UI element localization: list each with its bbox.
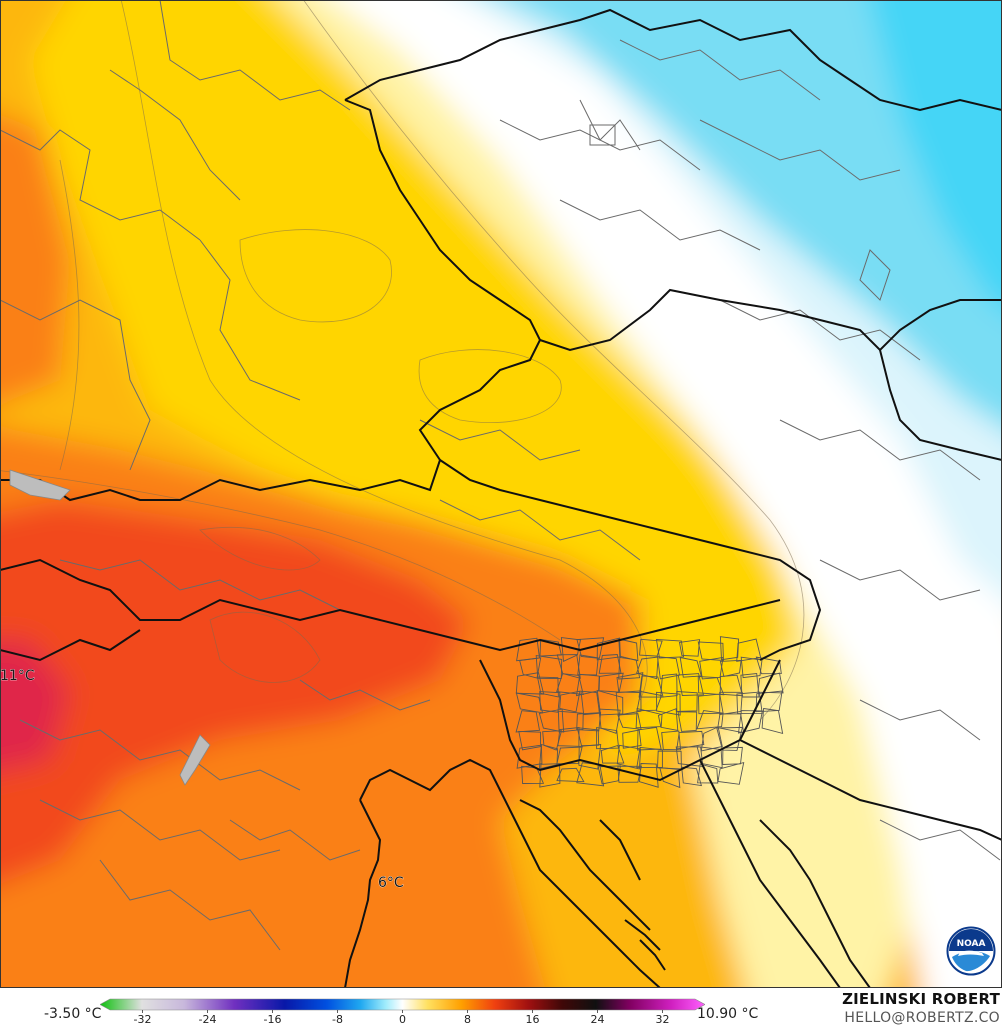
municipal-cell	[740, 673, 760, 698]
colorbar-tick-label: 24	[591, 1013, 605, 1024]
municipal-cell	[719, 674, 744, 697]
municipal-cell	[719, 659, 742, 677]
municipal-cell	[636, 690, 663, 712]
municipal-borders	[515, 636, 784, 789]
municipal-cell	[557, 710, 584, 733]
noaa-logo-icon: NOAA	[946, 926, 996, 976]
municipal-cell	[538, 708, 565, 733]
municipal-cell	[556, 767, 585, 783]
field-hot-zone	[0, 640, 70, 772]
colorbar-tick-label: -32	[134, 1013, 152, 1024]
colorbar-tick-label: 32	[656, 1013, 670, 1024]
field-yellow-zone	[30, 0, 840, 760]
legend-min-label: -3.50 °C	[44, 1006, 102, 1022]
field-red-zone	[0, 500, 470, 884]
municipal-cell	[596, 689, 624, 716]
municipal-cell	[697, 641, 724, 661]
lake-constance	[9, 469, 71, 501]
municipal-cell	[536, 676, 559, 698]
contour-lines	[0, 0, 805, 721]
municipal-cell	[538, 743, 559, 770]
municipal-cell	[696, 746, 723, 769]
municipal-cell	[636, 656, 659, 680]
municipal-cell	[659, 767, 681, 789]
municipal-cell	[719, 636, 740, 661]
municipal-cell	[716, 726, 743, 751]
municipal-cell	[516, 744, 543, 769]
municipal-cell	[755, 656, 782, 675]
field-cyan-zone	[870, 0, 1002, 308]
colorbar-ticks: -32 -24 -16 -8 0 8 16 24 32	[134, 1010, 670, 1024]
legend-max-label: 10.90 °C	[697, 1006, 759, 1022]
municipal-cell	[556, 654, 581, 679]
municipal-cell	[678, 639, 701, 657]
municipal-cell	[616, 744, 642, 770]
municipal-cell	[597, 765, 621, 785]
colorbar-tick-label: 0	[399, 1013, 406, 1024]
credit-email: HELLO@ROBERTZ.CO	[844, 1010, 1000, 1026]
municipal-cell	[699, 656, 724, 680]
colorbar-tick-label: -24	[199, 1013, 217, 1024]
noaa-logo-text: NOAA	[957, 939, 986, 949]
point-label-south: 6°C	[378, 875, 404, 891]
municipal-cell	[600, 744, 625, 764]
municipal-cell	[559, 690, 581, 713]
municipal-cell	[637, 726, 662, 751]
municipal-cell	[681, 766, 703, 787]
colorbar-tick-label: -16	[264, 1013, 282, 1024]
temperature-field	[0, 0, 1002, 988]
municipal-cell	[577, 654, 599, 676]
municipal-cell	[677, 673, 704, 696]
point-label-west: 11°C	[0, 668, 35, 684]
municipal-cell	[717, 761, 745, 785]
lakes	[9, 469, 211, 786]
municipal-cell	[598, 708, 621, 734]
municipal-cell	[656, 691, 681, 716]
municipal-cell	[622, 729, 642, 749]
country-borders	[0, 8, 1002, 988]
temperature-colorbar: -32 -24 -16 -8 0 8 16 24 32	[100, 998, 705, 1024]
colorbar-tick-label: 8	[464, 1013, 471, 1024]
field-blue-zone	[500, 0, 1002, 428]
municipal-cell	[617, 765, 642, 783]
municipal-cell	[578, 744, 602, 770]
municipal-cell	[618, 656, 641, 680]
municipal-cell	[518, 730, 541, 751]
temperature-map: 11°C 6°C	[0, 0, 1002, 988]
municipal-cell	[761, 707, 784, 735]
municipal-cell	[636, 746, 663, 769]
municipal-cell	[661, 730, 682, 751]
municipal-cell	[740, 656, 763, 679]
field-light-yellow-zone	[280, 0, 940, 988]
municipal-cell	[556, 746, 583, 765]
municipal-cell	[519, 657, 542, 679]
municipal-cell	[700, 726, 723, 752]
municipal-cell	[676, 691, 698, 712]
lake-garda	[179, 734, 211, 786]
municipal-cell	[576, 712, 602, 732]
municipal-cell	[679, 656, 702, 678]
municipal-cell	[542, 730, 563, 751]
field-orange-west	[0, 115, 70, 404]
region-borders	[0, 0, 1001, 951]
legend-footer: -3.50 °C -32 -24 -16 -8 0 8 16 24 32 10.90 °C ZI…	[0, 988, 1002, 1035]
municipal-cell	[696, 710, 724, 730]
credit-name: ZIELINSKI ROBERT	[842, 990, 1000, 1008]
municipal-cell	[576, 727, 600, 747]
municipal-cell	[539, 691, 561, 713]
colorbar-tick-label: 16	[526, 1013, 540, 1024]
municipal-cell	[515, 710, 541, 733]
municipal-cell	[677, 711, 698, 732]
colorbar-gradient	[100, 998, 705, 1011]
municipal-cell	[521, 765, 545, 784]
municipal-cell	[618, 638, 639, 662]
municipal-cell	[539, 763, 561, 788]
municipal-cell	[697, 763, 719, 784]
municipal-cell	[655, 638, 685, 659]
municipal-cell	[560, 637, 582, 662]
colorbar-tick-label: -8	[332, 1013, 343, 1024]
municipal-cell	[676, 730, 705, 750]
municipal-cell	[657, 708, 679, 732]
municipal-cell	[639, 638, 663, 657]
